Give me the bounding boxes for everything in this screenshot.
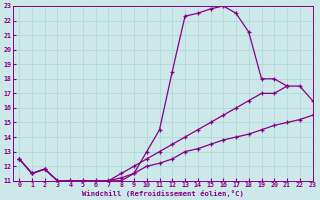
X-axis label: Windchill (Refroidissement éolien,°C): Windchill (Refroidissement éolien,°C) (82, 190, 244, 197)
